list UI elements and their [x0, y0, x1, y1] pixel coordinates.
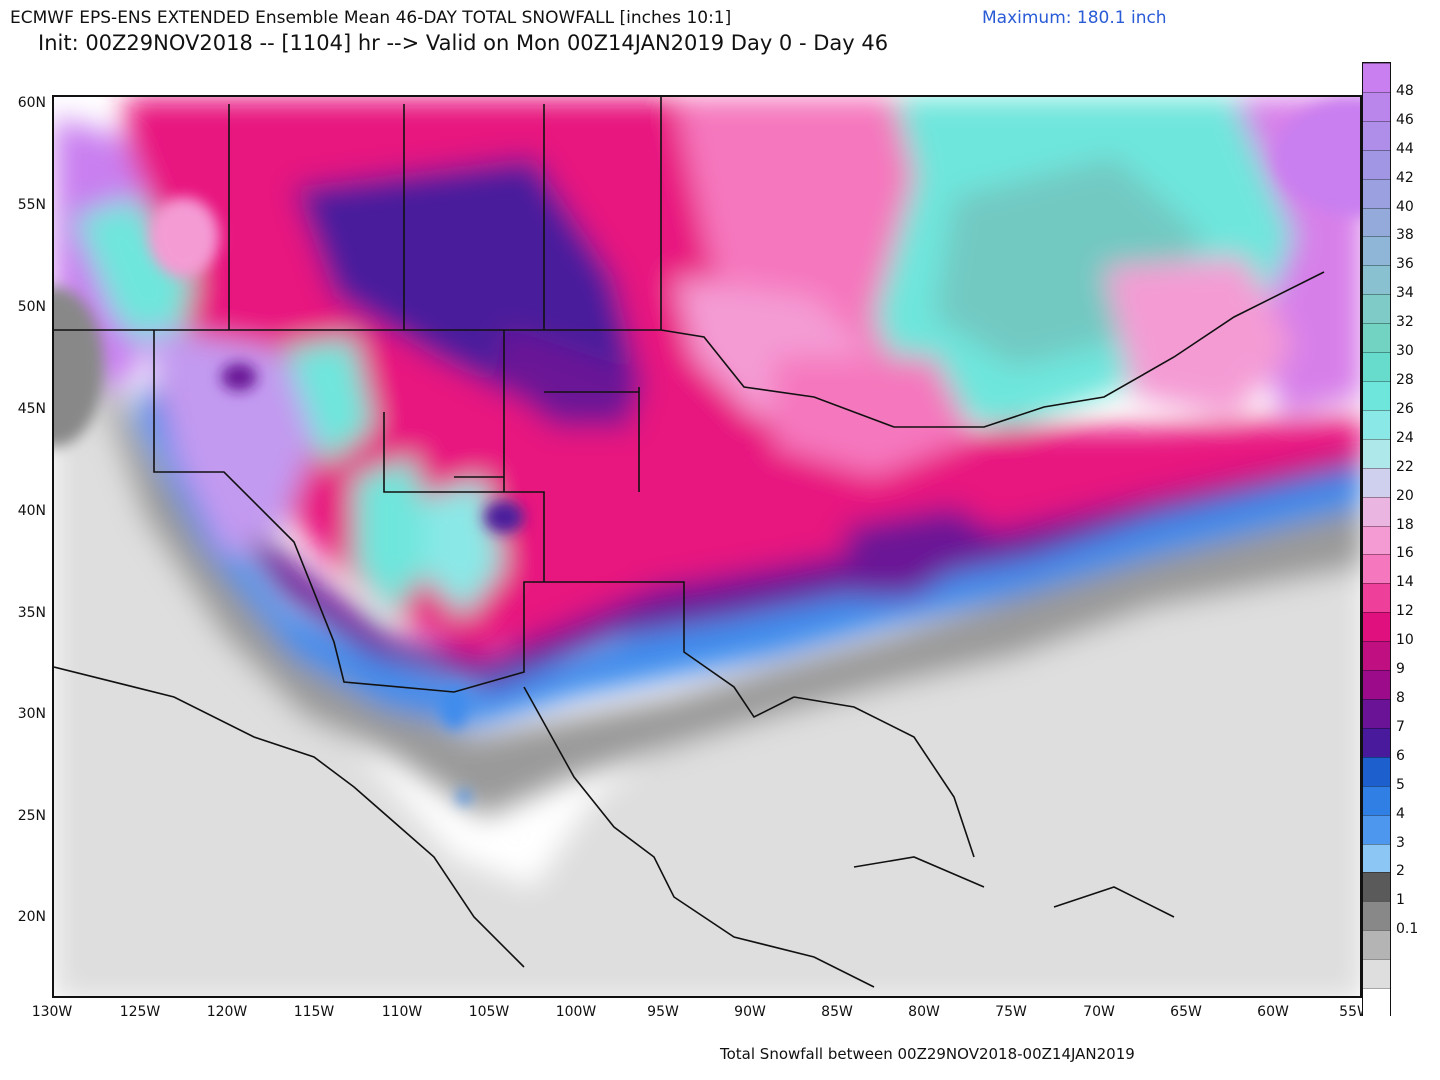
color-scale-swatch — [1363, 583, 1390, 614]
color-scale-label: 12 — [1396, 603, 1414, 620]
lon-label: 110W — [381, 1004, 423, 1020]
color-scale-swatch — [1363, 641, 1390, 672]
map-subtitle: Init: 00Z29NOV2018 -- [1104] hr --> Vali… — [38, 31, 889, 55]
snowfall-field — [54, 97, 1360, 996]
color-scale-bar — [1362, 62, 1391, 1018]
snow-detail — [54, 97, 1360, 804]
lon-label: 100W — [555, 1004, 597, 1020]
lat-label: 30N — [17, 706, 46, 722]
color-scale-label: 34 — [1396, 285, 1414, 302]
color-scale-label: 20 — [1396, 487, 1414, 504]
color-scale-label: 22 — [1396, 458, 1414, 475]
color-scale-swatch — [1363, 438, 1390, 469]
color-scale-swatch — [1363, 467, 1390, 498]
color-scale-label: 3 — [1396, 834, 1405, 851]
lat-label: 45N — [17, 401, 46, 417]
lon-label: 115W — [293, 1004, 335, 1020]
color-scale-label: 30 — [1396, 343, 1414, 360]
boundary-lines — [54, 97, 1325, 988]
lat-label: 60N — [17, 95, 46, 111]
footer-caption: Total Snowfall between 00Z29NOV2018-00Z1… — [720, 1045, 1135, 1063]
lat-label: 40N — [17, 503, 46, 519]
color-scale-swatch — [1363, 756, 1390, 787]
color-scale-swatch — [1363, 207, 1390, 238]
lon-label: 125W — [119, 1004, 161, 1020]
color-scale-label: 7 — [1396, 718, 1405, 735]
color-scale-swatch — [1363, 323, 1390, 354]
color-scale-label: 38 — [1396, 227, 1414, 244]
color-scale-swatch — [1363, 988, 1390, 1018]
color-scale-label: 9 — [1396, 661, 1405, 678]
lat-label: 25N — [17, 808, 46, 824]
lat-label: 35N — [17, 605, 46, 621]
lon-label: 60W — [1257, 1004, 1289, 1020]
lon-label: 120W — [206, 1004, 248, 1020]
color-scale-label: 8 — [1396, 690, 1405, 706]
lon-label: 85W — [821, 1004, 853, 1020]
color-scale-swatch — [1363, 525, 1390, 556]
color-scale-label: 36 — [1396, 256, 1414, 273]
color-scale-label: 5 — [1396, 776, 1405, 793]
color-scale-label: 32 — [1396, 314, 1414, 331]
map-title: ECMWF EPS-ENS EXTENDED Ensemble Mean 46-… — [10, 8, 732, 28]
snowfall-map — [52, 95, 1362, 998]
lon-label: 70W — [1083, 1004, 1115, 1020]
color-scale-swatch — [1363, 872, 1390, 903]
snow-shading — [54, 97, 1360, 996]
color-scale-swatch — [1363, 785, 1390, 816]
color-scale-swatch — [1363, 959, 1390, 990]
lon-label: 80W — [908, 1004, 940, 1020]
color-scale-label: 48 — [1396, 82, 1414, 99]
color-scale-label: 24 — [1396, 429, 1414, 446]
color-scale-swatch — [1363, 554, 1390, 585]
color-scale-swatch — [1363, 612, 1390, 643]
color-scale-label: 6 — [1396, 747, 1405, 764]
color-scale-label: 10 — [1396, 632, 1414, 649]
color-scale-swatch — [1363, 670, 1390, 700]
color-scale-swatch — [1363, 178, 1390, 209]
lat-label: 20N — [17, 909, 46, 925]
lon-label: 130W — [31, 1004, 73, 1020]
color-scale-swatch — [1363, 930, 1390, 961]
color-scale-label: 28 — [1396, 372, 1414, 388]
color-scale-label: 44 — [1396, 140, 1414, 157]
lat-label: 55N — [17, 197, 46, 213]
color-scale-swatch — [1363, 236, 1390, 267]
color-scale-swatch — [1363, 496, 1390, 527]
color-scale-label: 2 — [1396, 863, 1405, 880]
lat-label: 50N — [17, 299, 46, 315]
color-scale-label: 46 — [1396, 111, 1414, 128]
color-scale-label: 16 — [1396, 545, 1414, 562]
color-scale-label: 26 — [1396, 400, 1414, 417]
lon-label: 65W — [1170, 1004, 1202, 1020]
color-scale-swatch — [1363, 381, 1390, 411]
lon-label: 105W — [468, 1004, 510, 1020]
color-scale-label: 0.1 — [1396, 921, 1419, 938]
color-scale-swatch — [1363, 901, 1390, 932]
color-scale-label: 42 — [1396, 169, 1414, 186]
maximum-value: Maximum: 180.1 inch — [982, 8, 1167, 28]
color-scale-label: 14 — [1396, 574, 1414, 591]
color-scale-swatch — [1363, 352, 1390, 382]
color-scale-swatch — [1363, 699, 1390, 729]
lon-label: 95W — [647, 1004, 679, 1020]
color-scale-label: 1 — [1396, 892, 1405, 909]
color-scale-swatch — [1363, 727, 1390, 758]
color-scale-swatch — [1363, 63, 1390, 93]
color-scale-swatch — [1363, 814, 1390, 845]
color-scale-label: 40 — [1396, 198, 1414, 215]
lon-label: 75W — [995, 1004, 1027, 1020]
color-scale-swatch — [1363, 409, 1390, 440]
color-scale-swatch — [1363, 120, 1390, 151]
color-scale-swatch — [1363, 265, 1390, 296]
lon-label: 90W — [734, 1004, 766, 1020]
color-scale-swatch — [1363, 843, 1390, 874]
color-scale-swatch — [1363, 149, 1390, 180]
color-scale-label: 18 — [1396, 516, 1414, 533]
color-scale-swatch — [1363, 294, 1390, 325]
color-scale-label: 4 — [1396, 805, 1405, 822]
color-scale-swatch — [1363, 91, 1390, 122]
